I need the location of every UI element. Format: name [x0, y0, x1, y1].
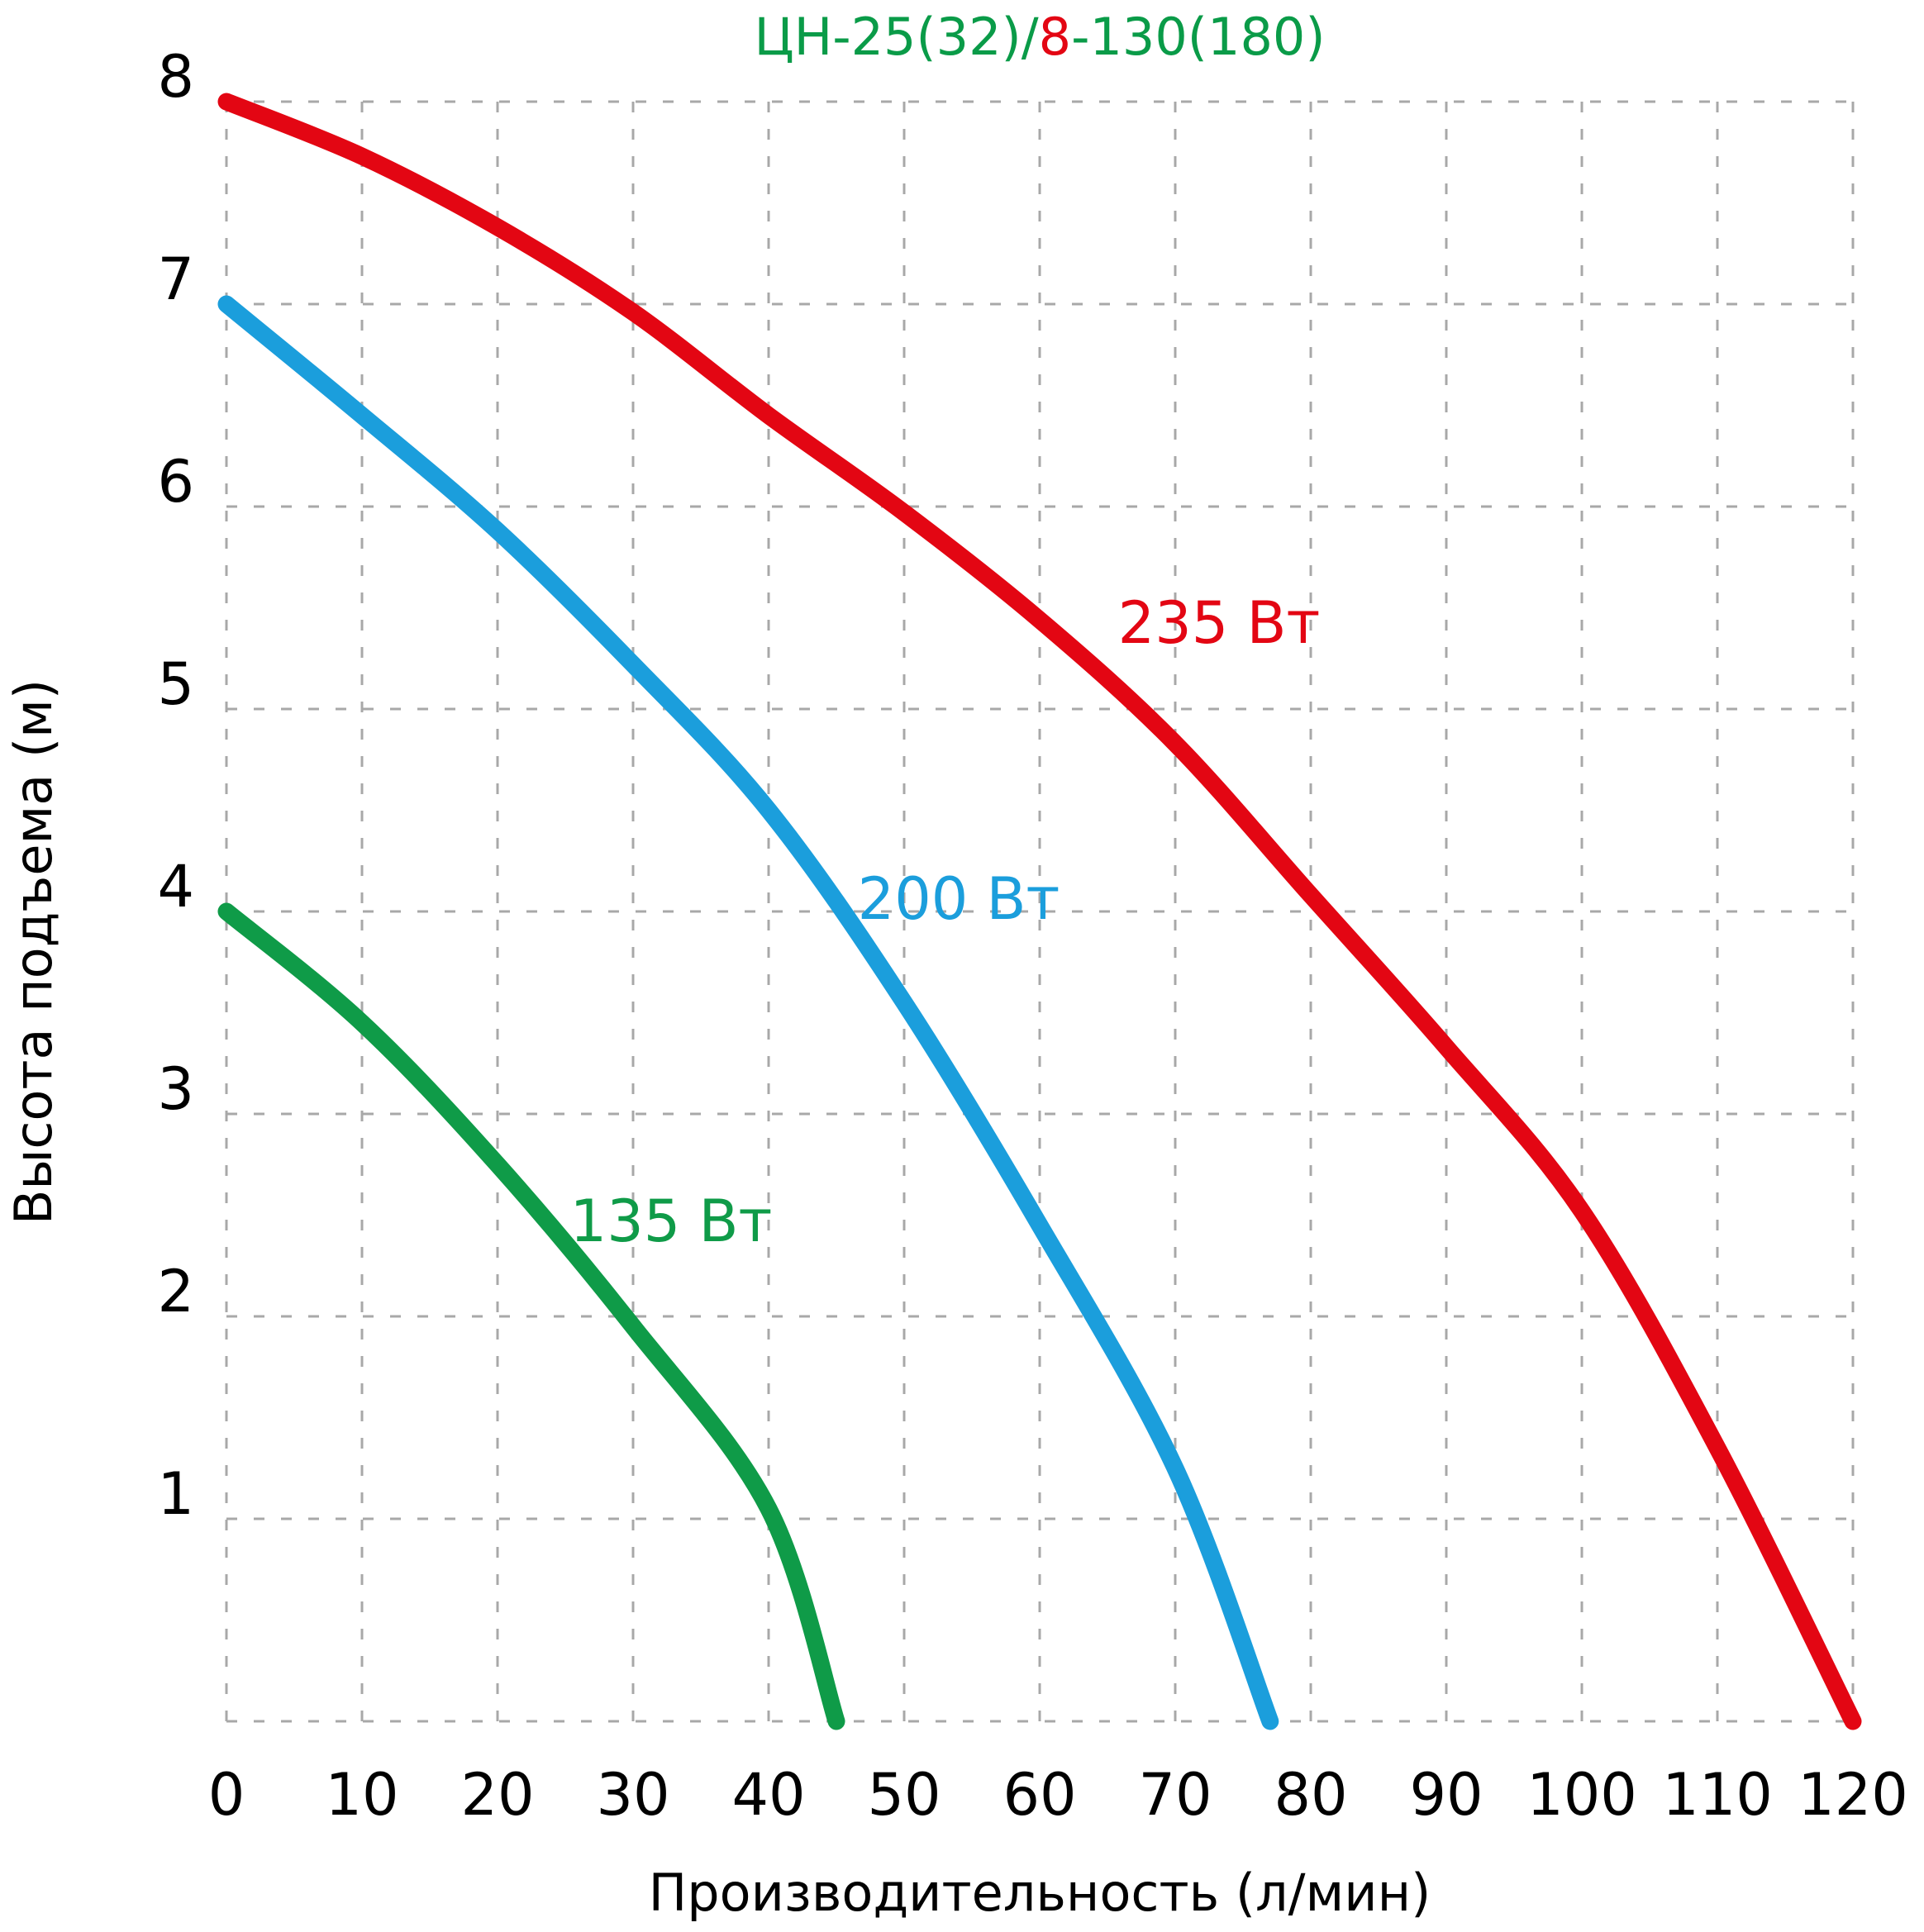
curve-1-235Вт	[217, 93, 1862, 1730]
x-tick-label: 120	[1798, 1761, 1908, 1829]
x-tick-label: 50	[867, 1761, 941, 1829]
x-tick-label: 20	[460, 1761, 534, 1829]
x-tick-label: 40	[731, 1761, 805, 1829]
y-tick-label: 6	[157, 448, 194, 516]
chart-title-segment: -130(180)	[1071, 7, 1325, 67]
x-tick-label: 110	[1662, 1761, 1773, 1829]
y-tick-label: 5	[157, 650, 194, 718]
chart-title-segment: ЦН-25(32)/	[754, 7, 1038, 67]
x-tick-label: 90	[1409, 1761, 1483, 1829]
y-tick-label: 7	[157, 245, 194, 313]
curve-labels: 235 Вт 200 Вт 135 Вт	[570, 589, 1321, 1255]
curve-2-200Вт	[217, 295, 1279, 1730]
x-tick-label: 60	[1002, 1761, 1076, 1829]
curve-label-1: 235 Вт	[1118, 589, 1321, 657]
x-axis-title: Производительность (л/мин)	[649, 1863, 1431, 1923]
curve-3-135Вт	[217, 902, 845, 1730]
x-tick-label: 100	[1526, 1761, 1637, 1829]
curve-label-3: 135 Вт	[570, 1187, 773, 1255]
x-tick-label: 10	[325, 1761, 398, 1829]
chart-title: ЦН-25(32)/8-130(180)	[754, 7, 1325, 67]
axis-tick-labels: 0 10 20 30 40 50 60 70 80 90 100 110 120 8 7 6 5 4 3 2 1	[157, 43, 1907, 1829]
y-tick-label: 4	[157, 853, 194, 921]
y-tick-label: 1	[157, 1460, 194, 1528]
x-tick-label: 30	[596, 1761, 669, 1829]
curve-label-2: 200 Вт	[858, 865, 1060, 933]
chart-title-segment: 8	[1039, 7, 1071, 67]
y-tick-label: 2	[157, 1258, 194, 1325]
x-tick-label: 0	[208, 1761, 245, 1829]
y-axis-title: Высота подъема (м)	[3, 679, 64, 1225]
x-tick-label: 70	[1138, 1761, 1212, 1829]
x-tick-label: 80	[1274, 1761, 1347, 1829]
y-tick-label: 3	[157, 1055, 194, 1123]
y-tick-label: 8	[157, 43, 194, 111]
curves	[217, 93, 1862, 1730]
